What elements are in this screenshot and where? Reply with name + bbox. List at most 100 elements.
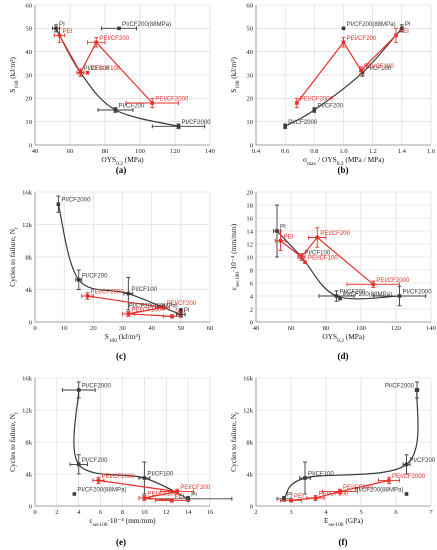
series-black-2: PI/CF200(88MPa) [354,487,409,496]
series-black-0: PI/CF2000 PI/CF200 PI/CF100 PI [56,195,190,318]
chart-caption: (a) [116,165,127,175]
data-point [176,124,181,129]
y-axis-label: Cycles to failure, Nf [8,412,20,472]
data-label: PEI/CF100 [91,65,121,72]
data-label: PEI [63,28,73,35]
x-tick-label: 0 [33,509,37,516]
y-tick-label: 8k [25,254,32,261]
data-point [142,496,147,500]
y-tick-label: 20 [25,96,32,103]
data-point [76,277,81,282]
data-label: PI/CF200 [82,457,108,464]
x-tick-label: 1.6 [427,148,436,155]
x-tick-label: 80 [323,325,330,332]
data-label: PI/CF200 [340,289,366,296]
series-line [284,27,403,127]
y-tick-label: 4 [250,293,254,300]
x-tick-label: 0.8 [310,148,319,155]
x-axis-label: σmax / OYS0.2 (MPa / MPa) [303,155,385,167]
data-label: PI/CF100 [308,471,334,478]
chart-c: 0 10 20 30 40 50 60 0 4k 8k 12k 16k S100 (kJ/m³) Cycl… [8,189,214,361]
x-tick-label: 0 [33,325,37,332]
y-axis-label: S100 (kJ/m³) [8,57,20,93]
x-tick-label: 30 [119,325,126,332]
data-point [313,496,318,500]
data-point [126,312,131,316]
y-tick-label: 60 [25,2,32,9]
data-point [282,497,286,501]
y-tick-label: 40 [25,49,32,56]
data-point [126,291,131,296]
x-tick-label: 120 [391,325,402,332]
x-tick-label: 1.2 [369,148,377,155]
data-point [78,70,83,75]
data-point [169,498,174,503]
x-tick-label: 2 [254,509,257,516]
data-point [142,476,147,480]
data-label: PI/CF200(88MPa) [122,21,171,28]
data-label: PI/CF2000 [403,289,433,296]
chart-b: 0.4 0.6 0.8 1.0 1.2 1.4 1.6 0 10 20 30 40 50 60 σmax /… [229,2,436,175]
x-tick-label: 60 [67,148,74,155]
y-tick-label: 50 [246,26,253,33]
data-point [283,124,287,129]
data-point [415,388,419,392]
y-tick-label: 12k [243,407,254,414]
data-point [96,478,101,483]
series-line [87,295,173,317]
y-axis-label: εsec100·10⁻⁴ (mm/mm) [229,223,241,290]
data-label: PI/CF100 [147,471,173,478]
y-tick-label: 60 [246,2,253,9]
data-label: PI [191,491,197,498]
x-tick-label: 1.0 [339,148,348,155]
series-black-2: PI/CF200(88MPa) [338,291,392,301]
y-tick-label: 0 [29,142,33,149]
x-tick-label: 1.4 [398,148,407,155]
y-axis-label: Cycles to failure, Nf [8,227,20,287]
data-point [179,308,183,312]
data-label: PI/CF100 [365,65,391,72]
data-point [56,202,61,206]
y-tick-label: 0 [250,142,254,149]
data-point [278,238,283,243]
data-point [85,70,90,75]
data-label: PEI/CF2000 [300,96,334,103]
data-label: PI/CF100 [131,286,157,293]
chart-caption: (f) [339,537,348,547]
y-tick-label: 0 [29,503,33,510]
chart-d: 40 60 80 100 120 140 0 2 4 6 8 10 12 14 16 18 20 OYS0.2 (… [229,189,437,361]
data-label: PI [287,491,293,498]
y-tick-label: 18 [246,202,253,209]
series-red-3: PEI/CF100 [303,255,338,264]
chart-caption: (d) [338,351,349,361]
series-black-2: PI/CF200(88MPa) [101,21,171,31]
series-black-0: PI PI/CF100 PI/CF200 PI/CF2000 [273,204,433,307]
data-label: PI/CF200 [119,103,145,110]
series-black-0: PI PI/CF100 PI/CF200 PI/CF2000 [276,381,436,502]
data-point [341,26,346,31]
x-tick-label: 0.6 [281,148,290,155]
data-label: PEI/CF2000 [376,277,410,284]
data-point [85,294,90,298]
series-black-0: PI/CF2000 PI/CF200 PI/CF100 PI [283,21,411,130]
data-label: PI/CF100 [84,65,110,72]
x-tick-label: 50 [178,325,185,332]
x-tick-label: 60 [288,325,295,332]
series-black-2: PI/CF200(88MPa) [129,302,183,312]
y-tick-label: 4k [25,471,32,478]
data-point [295,101,299,105]
y-tick-label: 4k [25,287,32,294]
data-label: PI/CF200(88MPa) [347,21,396,28]
data-label: PEI [399,28,409,35]
data-point [400,26,404,31]
data-label: PEI/CF2000 [101,473,135,480]
data-label: PEI/CF2000 [155,96,189,103]
data-label: PI/CF2000 [182,119,212,126]
y-tick-label: 10 [246,119,253,126]
data-point [397,294,402,298]
x-tick-label: 4 [77,509,81,516]
x-axis-label: εsec100·10⁻⁴ (mm/mm) [89,516,156,528]
y-tick-label: 20 [246,96,253,103]
